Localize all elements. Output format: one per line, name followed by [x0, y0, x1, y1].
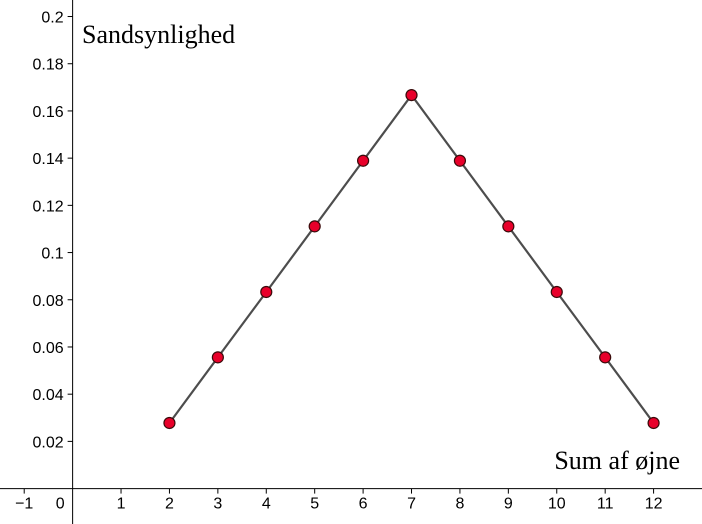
x-tick-label: 2	[165, 496, 174, 513]
y-tick-label: 0.2	[41, 10, 63, 27]
data-point	[599, 351, 612, 364]
data-point	[308, 220, 321, 233]
y-tick-label: 0.12	[32, 198, 63, 215]
y-tick-label: 0.08	[32, 293, 63, 310]
data-point	[550, 285, 563, 299]
y-tick-label: 0.16	[32, 104, 63, 121]
x-tick-label: 0	[56, 496, 65, 513]
y-axis-title: Sandsynlighed	[82, 20, 235, 49]
x-tick-label: 6	[359, 496, 368, 513]
x-axis-title: Sum af øjne	[554, 446, 680, 475]
x-tick-label: 5	[310, 496, 319, 513]
x-tick-label: 1	[117, 496, 126, 513]
tick-labels: −1 0 1 2 3 4 5 6 7 8 9 10 11 120.020.040.060.080.10.1…	[15, 10, 663, 513]
data-point	[260, 285, 273, 299]
data-point	[453, 154, 467, 167]
data-point	[357, 154, 370, 167]
x-tick-label: 10	[548, 496, 566, 513]
data-point	[211, 351, 224, 364]
x-tick-label: 3	[213, 496, 222, 513]
data-point	[405, 89, 418, 102]
x-tick-label: −1	[15, 496, 33, 513]
x-tick-label: 7	[407, 496, 416, 513]
y-tick-label: 0.1	[41, 246, 63, 263]
y-tick-label: 0.18	[32, 57, 63, 74]
x-tick-label: 9	[504, 496, 513, 513]
data-series	[163, 89, 660, 430]
x-tick-label: 12	[645, 496, 663, 513]
data-point	[163, 416, 176, 430]
data-point	[502, 220, 515, 233]
y-tick-label: 0.04	[32, 387, 63, 404]
y-tick-label: 0.02	[32, 434, 63, 451]
y-tick-label: 0.14	[32, 151, 63, 168]
data-point	[647, 416, 660, 430]
series-line	[168, 93, 655, 424]
y-tick-label: 0.06	[32, 340, 63, 357]
x-tick-label: 8	[455, 496, 464, 513]
x-tick-label: 11	[597, 496, 614, 513]
x-tick-label: 4	[262, 496, 271, 513]
